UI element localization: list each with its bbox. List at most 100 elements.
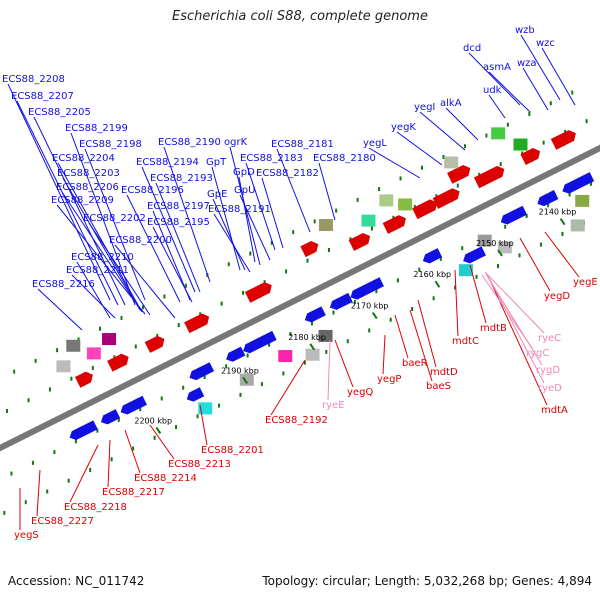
forward-gene-label[interactable]: ECS88_2202 — [83, 213, 146, 224]
reverse-gene-label[interactable]: yegP — [377, 374, 401, 385]
reverse-gene-arrow[interactable] — [300, 241, 319, 258]
reverse-gene-label[interactable]: yegE — [573, 277, 598, 288]
forward-gene-arrow[interactable] — [69, 420, 98, 441]
reverse-gene-label[interactable]: yegQ — [347, 387, 373, 398]
reverse-gene-arrow[interactable] — [144, 335, 165, 353]
reverse-gene-arrow[interactable] — [550, 130, 576, 150]
forward-gene-label[interactable]: GpU — [234, 185, 255, 196]
feature-block[interactable] — [318, 219, 333, 232]
forward-gene-label[interactable]: ogrK — [224, 137, 248, 148]
rna-gene-label[interactable]: rygD — [536, 365, 560, 376]
forward-gene-label[interactable]: yegL — [363, 138, 387, 149]
reverse-gene-arrow[interactable] — [184, 313, 210, 334]
feature-block[interactable] — [570, 219, 585, 232]
reverse-gene-label[interactable]: ECS88_2217 — [102, 487, 165, 498]
forward-gene-label[interactable]: ECS88_2194 — [136, 157, 199, 168]
rna-gene-label[interactable]: rygC — [526, 348, 549, 359]
feature-block[interactable] — [513, 138, 528, 151]
forward-gene-label[interactable]: ECS88_2196 — [121, 185, 184, 196]
forward-gene-label[interactable]: ECS88_2193 — [150, 173, 213, 184]
reverse-gene-label[interactable]: yegD — [544, 291, 570, 302]
feature-block[interactable] — [444, 156, 459, 169]
forward-gene-label[interactable]: wzc — [536, 38, 555, 49]
reverse-gene-arrow[interactable] — [382, 215, 406, 234]
forward-gene-arrow[interactable] — [243, 330, 277, 354]
rna-gene-label[interactable]: ryeD — [538, 383, 562, 394]
feature-block[interactable] — [379, 194, 394, 207]
reverse-gene-arrow[interactable] — [412, 199, 438, 220]
reverse-gene-label[interactable]: yegS — [14, 530, 39, 541]
feature-block[interactable] — [575, 194, 590, 207]
feature-block[interactable] — [86, 347, 101, 360]
forward-gene-label[interactable]: ECS88_2204 — [52, 153, 115, 164]
forward-gene-label[interactable]: ECS88_2207 — [11, 91, 74, 102]
reverse-gene-label[interactable]: ECS88_2227 — [31, 516, 94, 527]
forward-gene-label[interactable]: yegK — [391, 122, 416, 133]
forward-gene-label[interactable]: dcd — [463, 43, 481, 54]
reverse-gene-arrow[interactable] — [107, 353, 129, 372]
reverse-gene-label[interactable]: ECS88_2214 — [134, 473, 197, 484]
reverse-gene-label[interactable]: baeS — [426, 381, 451, 392]
feature-block[interactable] — [458, 264, 473, 277]
forward-gene-arrow[interactable] — [186, 387, 205, 402]
forward-gene-arrow[interactable] — [500, 205, 528, 225]
feature-block[interactable] — [361, 214, 376, 227]
rna-gene-label[interactable]: ryeE — [322, 400, 345, 411]
reverse-gene-label[interactable]: ECS88_2201 — [201, 445, 264, 456]
forward-gene-arrow[interactable] — [304, 306, 326, 323]
forward-gene-arrow[interactable] — [120, 395, 147, 415]
forward-gene-label[interactable]: ECS88_2200 — [109, 235, 172, 246]
forward-gene-label[interactable]: ECS88_2198 — [79, 139, 142, 150]
forward-gene-label[interactable]: ECS88_2211 — [66, 265, 129, 276]
reverse-gene-arrow[interactable] — [348, 232, 371, 251]
reverse-gene-label[interactable]: mdtC — [452, 336, 479, 347]
feature-block[interactable] — [66, 339, 81, 352]
forward-gene-label[interactable]: GpE — [207, 189, 227, 200]
reverse-gene-arrow[interactable] — [74, 371, 93, 388]
reverse-gene-label[interactable]: mdtA — [541, 405, 568, 416]
feature-block[interactable] — [497, 241, 512, 254]
forward-gene-label[interactable]: ECS88_2209 — [51, 195, 114, 206]
reverse-gene-label[interactable]: ECS88_2192 — [265, 415, 328, 426]
forward-gene-label[interactable]: GpT — [206, 157, 227, 168]
reverse-gene-label[interactable]: mdtD — [430, 367, 458, 378]
reverse-gene-label[interactable]: baeR — [402, 358, 428, 369]
forward-gene-label[interactable]: ECS88_2208 — [2, 74, 65, 85]
forward-gene-arrow[interactable] — [329, 292, 353, 310]
feature-block[interactable] — [239, 373, 254, 386]
rna-gene-label[interactable]: ryeC — [538, 333, 561, 344]
forward-gene-label[interactable]: ECS88_2206 — [56, 182, 119, 193]
reverse-gene-arrow[interactable] — [432, 188, 460, 209]
forward-gene-arrow[interactable] — [463, 246, 486, 264]
forward-gene-label[interactable]: ECS88_2181 — [271, 139, 334, 150]
forward-gene-label[interactable]: wzb — [515, 25, 535, 36]
feature-block[interactable] — [318, 329, 333, 342]
forward-gene-label[interactable]: alkA — [440, 98, 462, 109]
forward-gene-label[interactable]: ECS88_2216 — [32, 279, 95, 290]
feature-block[interactable] — [491, 127, 506, 140]
forward-gene-label[interactable]: ECS88_2183 — [240, 153, 303, 164]
forward-gene-label[interactable]: GpD — [233, 167, 255, 178]
reverse-gene-arrow[interactable] — [244, 282, 272, 303]
forward-gene-label[interactable]: asmA — [483, 62, 511, 73]
forward-gene-label[interactable]: ECS88_2191 — [208, 204, 271, 215]
feature-block[interactable] — [477, 234, 492, 247]
reverse-gene-arrow[interactable] — [473, 165, 505, 189]
forward-gene-arrow[interactable] — [189, 362, 215, 381]
feature-block[interactable] — [278, 350, 293, 363]
forward-gene-label[interactable]: yegI — [414, 102, 435, 113]
forward-gene-label[interactable]: ECS88_2182 — [256, 168, 319, 179]
reverse-gene-arrow[interactable] — [520, 148, 541, 165]
forward-gene-label[interactable]: ECS88_2199 — [65, 123, 128, 134]
forward-gene-label[interactable]: ECS88_2203 — [57, 168, 120, 179]
forward-gene-arrow[interactable] — [422, 248, 443, 264]
feature-block[interactable] — [305, 348, 320, 361]
feature-block[interactable] — [398, 198, 413, 211]
forward-gene-arrow[interactable] — [537, 190, 559, 207]
reverse-gene-label[interactable]: ECS88_2213 — [168, 459, 231, 470]
reverse-gene-label[interactable]: ECS88_2218 — [64, 502, 127, 513]
forward-gene-label[interactable]: ECS88_2195 — [147, 217, 210, 228]
feature-block[interactable] — [102, 333, 117, 346]
forward-gene-label[interactable]: ECS88_2180 — [313, 153, 376, 164]
